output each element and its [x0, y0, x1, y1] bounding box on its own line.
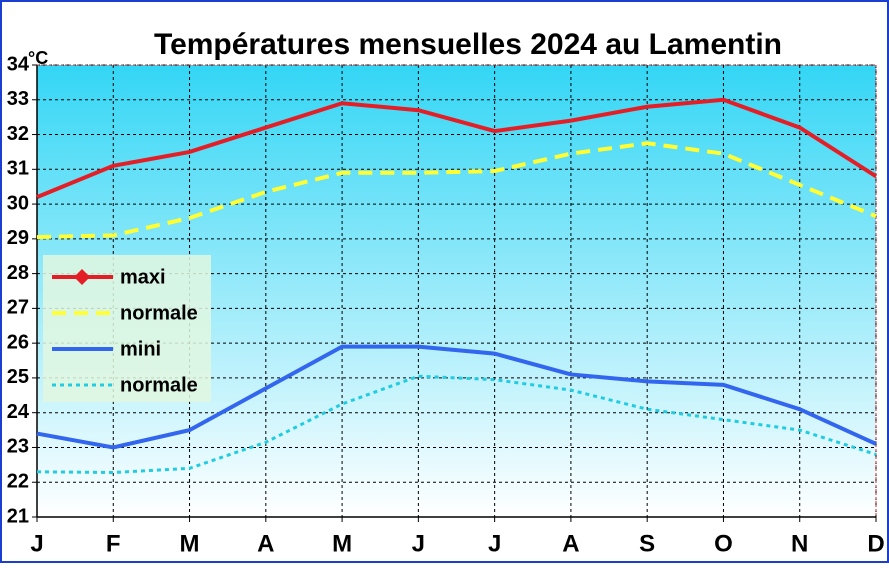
series-line	[36, 97, 878, 199]
y-tick-label: 24	[7, 401, 30, 423]
x-tick-label: S	[639, 530, 655, 557]
legend-label: normale	[120, 302, 198, 324]
series-line	[36, 374, 877, 474]
x-tick-label: A	[257, 530, 274, 557]
y-tick-label: 27	[7, 297, 29, 319]
x-tick-label: J	[412, 530, 425, 557]
series-line	[36, 141, 877, 240]
y-tick-label: 28	[7, 262, 29, 284]
legend-marker	[74, 269, 90, 285]
y-tick-label: 23	[7, 436, 29, 458]
y-tick-label: 34	[7, 53, 30, 75]
y-tick-label: 31	[7, 158, 29, 180]
legend-box	[43, 255, 211, 402]
series-line	[36, 344, 877, 450]
x-tick-label: J	[488, 530, 501, 557]
legend-label: mini	[120, 338, 161, 360]
x-tick-label: A	[562, 530, 579, 557]
y-tick-label: 21	[7, 505, 29, 527]
y-tick-label: 33	[7, 88, 29, 110]
chart-title: Températures mensuelles 2024 au Lamentin	[154, 28, 782, 61]
legend: maxi normale mini normale	[43, 255, 211, 402]
legend-label: maxi	[120, 266, 166, 288]
x-tick-label: D	[867, 530, 884, 557]
legend-label: normale	[120, 374, 198, 396]
x-tick-label: O	[714, 530, 733, 557]
y-tick-label: 30	[7, 192, 29, 214]
y-tick-label: 25	[7, 366, 29, 388]
y-tick-label: 26	[7, 331, 29, 353]
x-tick-label: N	[791, 530, 808, 557]
y-axis-label: °C	[28, 48, 48, 68]
x-tick-label: M	[332, 530, 352, 557]
y-tick-label: 29	[7, 227, 29, 249]
x-tick-label: M	[180, 530, 200, 557]
y-tick-label: 22	[7, 471, 29, 493]
x-tick-label: J	[30, 530, 43, 557]
x-tick-label: F	[106, 530, 121, 557]
y-tick-label: 32	[7, 123, 29, 145]
